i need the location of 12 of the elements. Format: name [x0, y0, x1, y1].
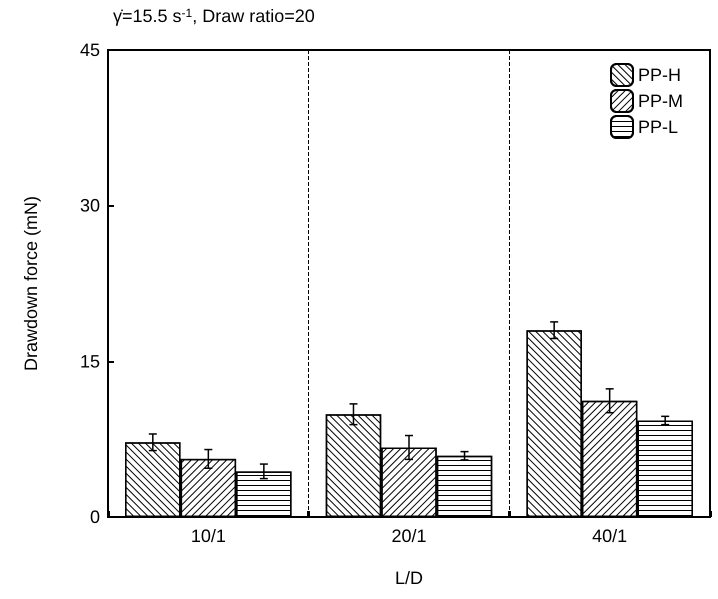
y-tick-label: 30 — [80, 196, 100, 216]
x-tick-label: 20/1 — [391, 526, 427, 546]
x-tick-label: 40/1 — [592, 526, 628, 546]
legend-label: PP-H — [638, 65, 682, 85]
y-tick-label: 0 — [90, 507, 100, 527]
y-tick-label: 15 — [80, 351, 100, 372]
x-tick-label: 10/1 — [190, 526, 226, 546]
y-axis-title: Drawdown force (mN) — [21, 196, 41, 372]
legend-label: PP-L — [638, 117, 678, 137]
y-tick-label: 45 — [80, 40, 100, 60]
x-axis-title: L/D — [394, 568, 424, 588]
legend-label: PP-M — [638, 91, 683, 111]
